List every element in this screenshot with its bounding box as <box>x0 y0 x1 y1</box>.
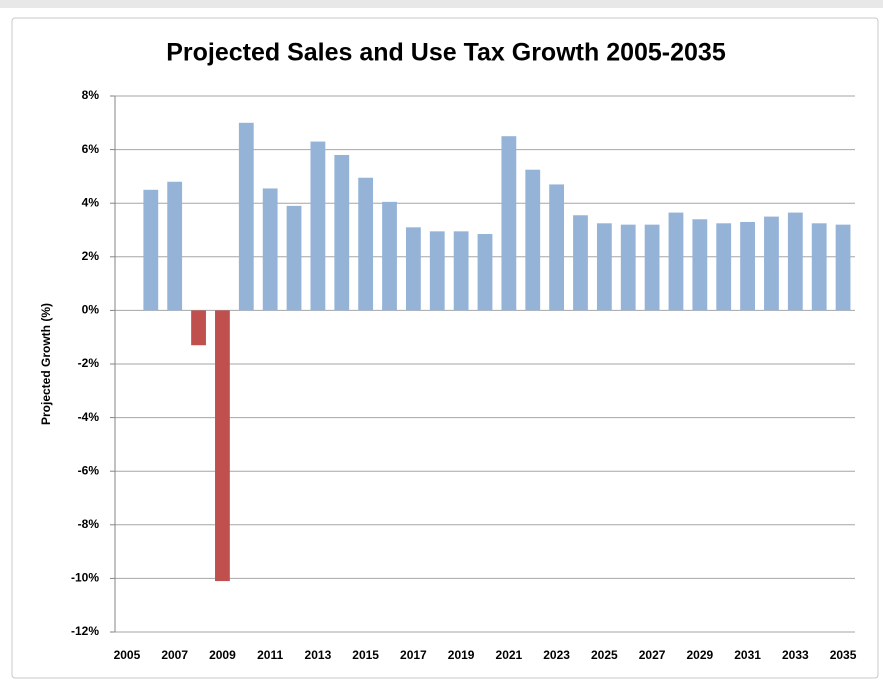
bar <box>382 201 397 311</box>
y-axis-label: Projected Growth (%) <box>39 303 53 425</box>
bar <box>358 177 374 311</box>
bar <box>764 216 779 311</box>
x-tick-label: 2027 <box>639 648 666 662</box>
x-tick-label: 2023 <box>543 648 570 662</box>
x-tick-label: 2015 <box>352 648 379 662</box>
bar <box>811 223 827 311</box>
bar <box>787 212 803 311</box>
x-tick-label: 2009 <box>209 648 236 662</box>
bar <box>238 122 254 311</box>
y-tick-label: 6% <box>82 142 100 156</box>
x-tick-label: 2035 <box>830 648 857 662</box>
bar <box>644 224 660 311</box>
x-tick-label: 2021 <box>496 648 523 662</box>
bar <box>668 212 684 311</box>
x-tick-label: 2019 <box>448 648 475 662</box>
bar <box>215 310 230 582</box>
y-tick-label: -8% <box>78 517 100 531</box>
bar <box>262 188 278 311</box>
bar <box>286 205 302 311</box>
x-tick-label: 2025 <box>591 648 618 662</box>
y-tick-label: 8% <box>82 88 100 102</box>
y-tick-label: 4% <box>82 195 100 209</box>
x-tick-label: 2007 <box>161 648 188 662</box>
y-tick-label: -2% <box>78 356 100 370</box>
bar <box>191 310 206 346</box>
bar <box>453 231 469 311</box>
bar <box>716 223 732 311</box>
x-tick-label: 2011 <box>257 648 283 662</box>
y-tick-label: -6% <box>78 463 100 477</box>
bar <box>143 189 159 311</box>
bar <box>167 181 183 311</box>
bar <box>740 221 755 311</box>
bar <box>835 224 851 311</box>
bar <box>334 154 350 311</box>
x-tick-label: 2029 <box>686 648 713 662</box>
x-tick-label: 2013 <box>305 648 332 662</box>
x-tick-label: 2033 <box>782 648 809 662</box>
bar <box>549 184 565 311</box>
bar <box>620 224 636 311</box>
bar <box>596 223 612 311</box>
chart-frame <box>11 17 879 679</box>
top-band <box>0 0 883 8</box>
chart-title: Projected Sales and Use Tax Growth 2005-… <box>166 39 726 67</box>
bar <box>573 215 588 311</box>
y-tick-label: -10% <box>71 571 99 585</box>
y-tick-label: -12% <box>71 624 99 638</box>
bar <box>310 141 326 311</box>
bar <box>692 219 708 311</box>
y-tick-label: 0% <box>82 303 100 317</box>
x-tick-label: 2005 <box>114 648 141 662</box>
x-tick-label: 2031 <box>734 648 761 662</box>
y-tick-label: 2% <box>82 249 100 263</box>
y-tick-label: -4% <box>78 410 100 424</box>
bar <box>525 169 541 311</box>
bar <box>501 136 517 311</box>
x-tick-label: 2017 <box>400 648 427 662</box>
bar <box>477 234 493 311</box>
bar <box>405 227 421 311</box>
bar <box>429 231 445 311</box>
